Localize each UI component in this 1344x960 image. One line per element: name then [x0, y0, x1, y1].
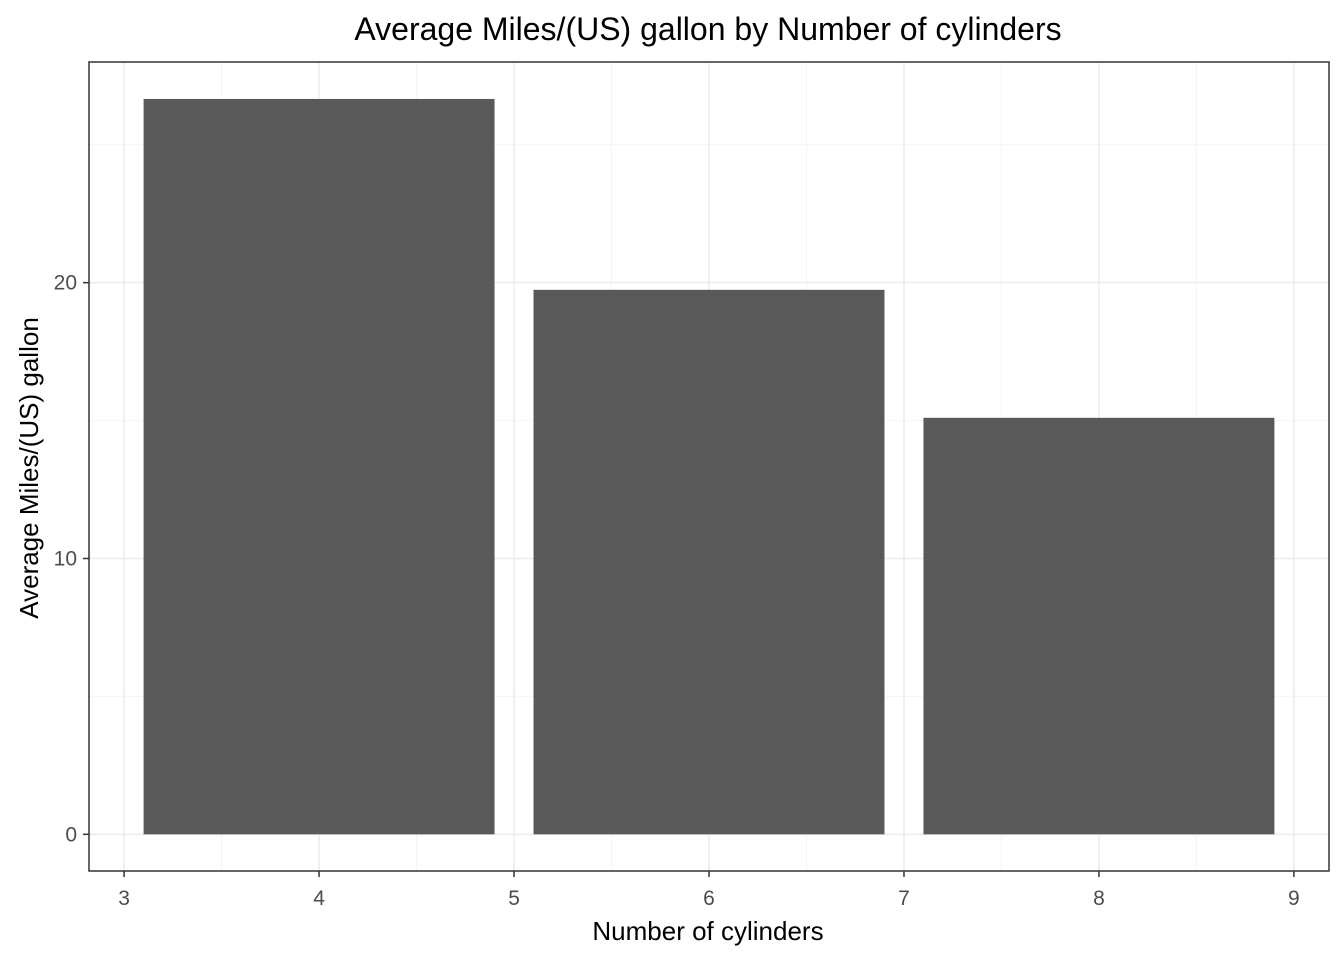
x-tick-label: 4	[313, 887, 325, 910]
x-tick-label: 3	[118, 887, 130, 910]
x-tick-label: 5	[508, 887, 520, 910]
bars	[143, 98, 1275, 835]
bar-cyl-8	[923, 417, 1275, 835]
y-tick-label: 0	[65, 823, 77, 846]
axes: 3 4 5 6 7 8 9 0 10 20	[54, 272, 1300, 910]
x-tick-label: 8	[1093, 887, 1105, 910]
x-tick-label: 6	[703, 887, 715, 910]
chart-title: Average Miles/(US) gallon by Number of c…	[354, 11, 1061, 47]
bar-cyl-6	[533, 289, 885, 835]
x-axis-title: Number of cylinders	[592, 916, 823, 946]
x-tick-label: 9	[1288, 887, 1300, 910]
x-tick-label: 7	[898, 887, 910, 910]
y-axis-title: Average Miles/(US) gallon	[14, 317, 44, 619]
y-tick-label: 20	[54, 272, 77, 295]
bar-cyl-4	[143, 98, 495, 835]
y-tick-label: 10	[54, 547, 77, 570]
